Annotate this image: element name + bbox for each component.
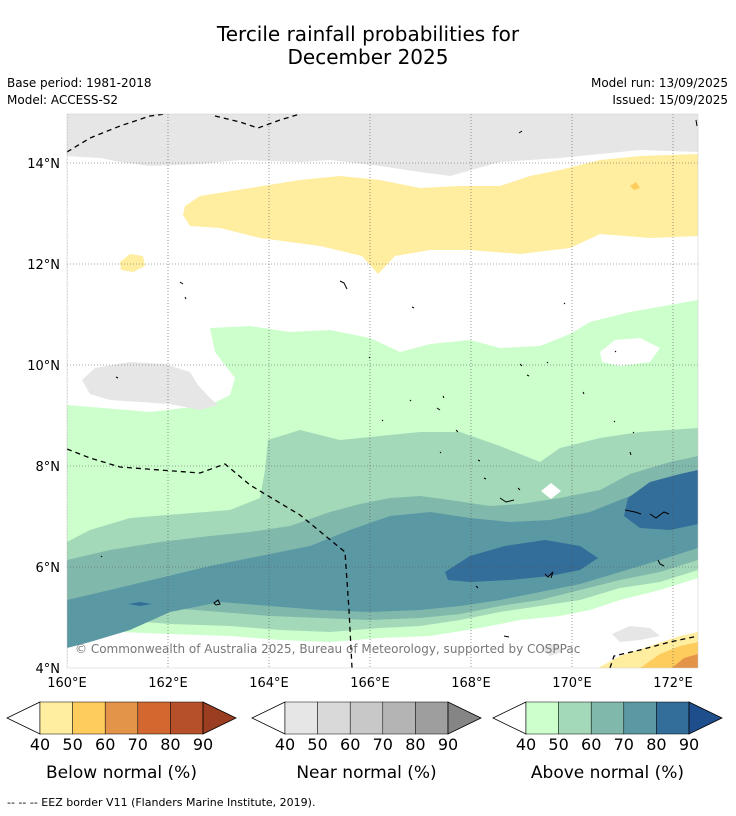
copyright-notice: © Commonwealth of Australia 2025, Bureau…: [75, 642, 580, 656]
near-normal-tick-50: 50: [307, 735, 327, 754]
near-normal-patch-10n: [82, 362, 218, 410]
base-period: Base period: 1981-2018: [7, 76, 152, 90]
below-normal-patch-orange: [630, 182, 640, 190]
below-normal-overflow-triangle: [202, 701, 237, 735]
below-normal-tick-60: 60: [95, 735, 115, 754]
latitude-labels: 14°N 12°N 10°N 8°N 6°N 4°N: [27, 157, 60, 677]
above-normal-tick-50: 50: [548, 735, 568, 754]
eez-borders: [67, 114, 698, 668]
above-normal-swatch-70: [623, 701, 657, 735]
below-normal-swatch-60: [104, 701, 139, 735]
lon-label-168e: 168°E: [451, 676, 491, 691]
below-normal-swatch-40: [39, 701, 73, 735]
above-normal-swatch-40: [525, 701, 559, 735]
near-normal-swatch-60: [349, 701, 384, 735]
above-normal-tick-70: 70: [614, 735, 634, 754]
lat-label-6n: 6°N: [36, 561, 61, 576]
above-normal-overflow-triangle: [688, 701, 723, 735]
above-normal-swatch-50: [558, 701, 592, 735]
lat-label-4n: 4°N: [36, 662, 61, 677]
below-normal-tick-40: 40: [30, 735, 50, 754]
below-normal-legend-label: Below normal (%): [46, 763, 197, 783]
lon-label-172e: 172°E: [653, 676, 693, 691]
lon-label-166e: 166°E: [350, 676, 390, 691]
near-normal-tick-70: 70: [373, 735, 393, 754]
near-normal-overflow-triangle: [447, 701, 482, 735]
lat-label-10n: 10°N: [27, 359, 60, 374]
page-title: Tercile rainfall probabilities for Decem…: [0, 23, 736, 69]
below-normal-swatch-70: [137, 701, 171, 735]
issued-date: Issued: 15/09/2025: [612, 93, 728, 107]
below-normal-tick-80: 80: [160, 735, 180, 754]
above-normal-colorbar: 40 50 60 70 80 90 Above normal (%): [492, 701, 723, 783]
above-normal-tick-80: 80: [646, 735, 666, 754]
above-normal-swatch-60: [590, 701, 625, 735]
near-normal-swatch-50: [317, 701, 351, 735]
near-normal-tick-90: 90: [438, 735, 458, 754]
above-normal-underflow-triangle: [492, 701, 527, 735]
near-normal-tick-40: 40: [275, 735, 295, 754]
title-line-2: December 2025: [287, 45, 449, 69]
islands: [100, 119, 698, 638]
map-area: © Commonwealth of Australia 2025, Bureau…: [67, 114, 698, 668]
above-normal-swatch-80: [656, 701, 690, 735]
near-normal-patch-south: [612, 626, 660, 642]
above-normal-region-80-east: [624, 470, 698, 530]
model-run: Model run: 13/09/2025: [590, 76, 728, 90]
near-normal-tick-80: 80: [405, 735, 425, 754]
near-normal-legend-label: Near normal (%): [296, 763, 436, 783]
above-normal-patch-small: [128, 602, 152, 606]
model-info-left: Base period: 1981-2018 Model: ACCESS-S2: [7, 75, 152, 109]
near-normal-underflow-triangle: [251, 701, 286, 735]
lon-label-160e: 160°E: [47, 676, 87, 691]
near-normal-swatch-40: [284, 701, 318, 735]
lon-label-164e: 164°E: [249, 676, 289, 691]
below-normal-tick-90: 90: [193, 735, 213, 754]
title-line-1: Tercile rainfall probabilities for: [216, 22, 520, 46]
map-frame: [66, 113, 699, 669]
model-info-right: Model run: 13/09/2025 Issued: 15/09/2025: [591, 75, 728, 109]
lon-label-170e: 170°E: [552, 676, 592, 691]
above-normal-region-70: [67, 474, 698, 648]
above-normal-tick-60: 60: [581, 735, 601, 754]
near-normal-patch-south-2: [540, 644, 562, 656]
below-normal-patch-west: [120, 254, 145, 272]
grid-lines: [67, 114, 698, 668]
longitude-labels: 160°E 162°E 164°E 166°E 168°E 170°E 172°…: [47, 676, 693, 691]
lon-label-162e: 162°E: [148, 676, 188, 691]
near-normal-patch-ne: [455, 118, 492, 134]
below-normal-colorbar: 40 50 60 70 80 90 Below normal (%): [6, 701, 237, 783]
below-normal-tick-70: 70: [128, 735, 148, 754]
near-normal-region-north: [67, 114, 698, 176]
near-normal-swatch-80: [415, 701, 449, 735]
lat-label-12n: 12°N: [27, 258, 60, 273]
white-diamond: [541, 483, 561, 499]
above-normal-tick-40: 40: [516, 735, 536, 754]
below-normal-region-north: [183, 154, 698, 274]
above-normal-tick-90: 90: [679, 735, 699, 754]
below-normal-swatch-80: [170, 701, 204, 735]
near-normal-tick-60: 60: [340, 735, 360, 754]
lat-label-14n: 14°N: [27, 157, 60, 172]
below-normal-region-southeast-dark: [672, 654, 698, 668]
above-normal-region-80-center: [445, 540, 598, 582]
lat-label-8n: 8°N: [36, 460, 61, 475]
model-name: Model: ACCESS-S2: [7, 93, 119, 107]
eez-footnote: -- -- -- EEZ border V11 (Flanders Marine…: [7, 796, 316, 809]
below-normal-tick-50: 50: [62, 735, 82, 754]
green-gap: [600, 338, 660, 366]
below-normal-underflow-triangle: [6, 701, 41, 735]
legend-group: 40 50 60 70 80 90 Below normal (%) 40 50 60 70 80 90…: [6, 701, 723, 783]
near-normal-swatch-70: [382, 701, 416, 735]
above-normal-legend-label: Above normal (%): [531, 763, 684, 783]
below-normal-swatch-50: [72, 701, 106, 735]
